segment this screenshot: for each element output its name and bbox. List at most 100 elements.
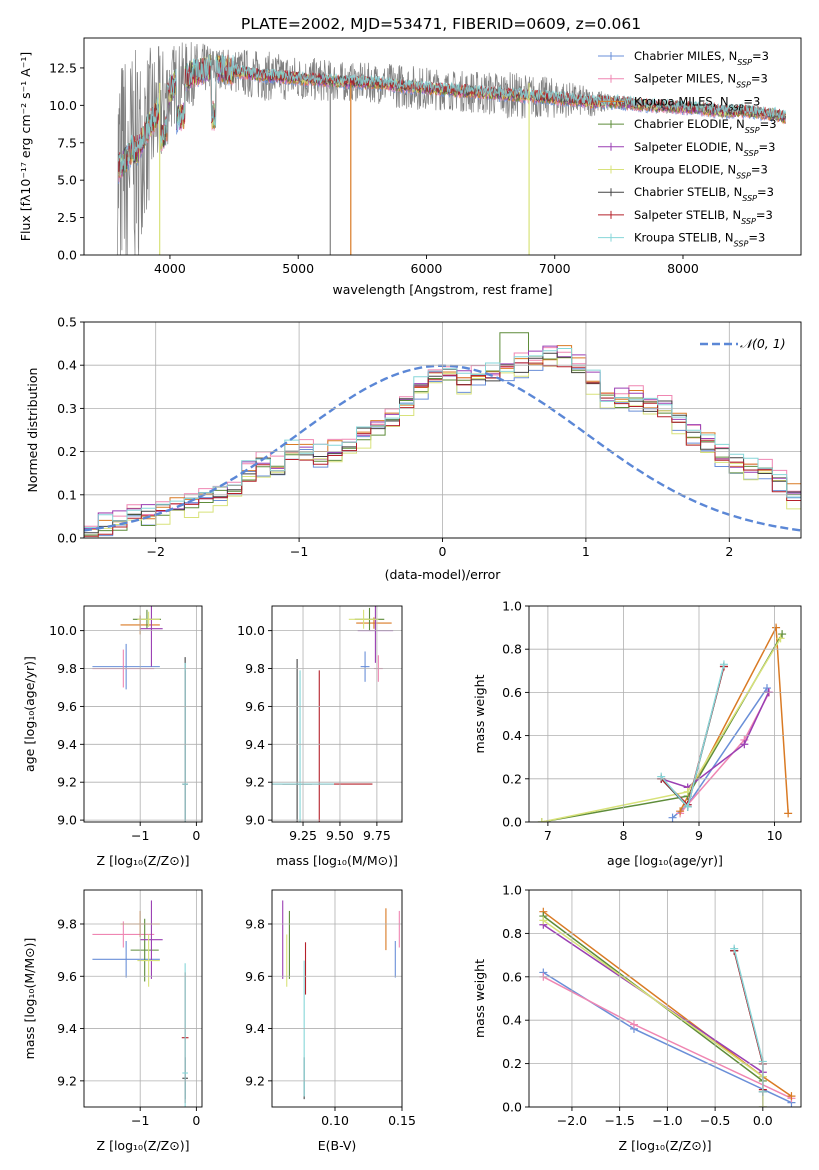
x-tick-label: 5000 xyxy=(282,261,314,276)
axes-frame xyxy=(528,889,802,1108)
errorbar-kroupa-stelib xyxy=(182,963,188,1107)
x-tick-label: 1 xyxy=(582,544,590,559)
y-tick-label: 7.5 xyxy=(57,135,77,150)
y-tick-label: 9.4 xyxy=(245,737,265,752)
x-axis-label: E(B-V) xyxy=(318,1138,357,1153)
weight-line xyxy=(541,633,783,822)
y-axis-label: Flux [fλ10⁻¹⁷ erg cm⁻² s⁻¹ A⁻¹] xyxy=(18,52,33,241)
y-tick-label: 1.0 xyxy=(502,883,522,898)
errorbar-salpeter-miles xyxy=(92,921,155,948)
y-tick-label: 9.2 xyxy=(57,1073,77,1088)
x-tick-label: −1.0 xyxy=(652,1113,682,1128)
y-tick-label: 10.0 xyxy=(49,623,77,638)
chart-mass_vs_Z: −1 0 9.2 9.4 9.6 9.8 Z [log₁₀(Z/Z⊙)] mass [log₁… xyxy=(22,889,203,1153)
x-tick-label: 0.0 xyxy=(753,1113,773,1128)
weight-marker xyxy=(537,818,546,822)
y-tick-label: 9.6 xyxy=(57,969,77,984)
y-tick-label: 0.0 xyxy=(502,815,522,830)
weight-marker xyxy=(787,1092,796,1101)
x-tick-label: 0 xyxy=(192,1113,200,1128)
y-tick-label: 9.4 xyxy=(57,737,77,752)
y-tick-label: 9.2 xyxy=(245,775,265,790)
x-axis-label: Z [log₁₀(Z/Z⊙)] xyxy=(619,1138,712,1153)
errorbar-kroupa-elodie xyxy=(137,934,160,987)
y-tick-label: 0.2 xyxy=(502,771,522,786)
weight-marker xyxy=(657,772,666,781)
x-tick-label: −2 xyxy=(146,544,164,559)
y-axis-label: mass [log₁₀(M/M⊙)] xyxy=(22,938,37,1060)
chart-spectrum: 4000 5000 6000 7000 8000 0.0 2.5 5.0 7.5 10.0 12.5… xyxy=(18,37,802,297)
x-tick-label: 0 xyxy=(192,828,200,843)
plot-area xyxy=(282,900,400,1100)
spectrum-legend: Chabrier MILES, NSSP=3 Salpeter MILES, NS… xyxy=(598,49,777,248)
y-tick-label: 9.8 xyxy=(245,661,265,676)
x-axis-label: Z [log₁₀(Z/Z⊙)] xyxy=(97,1138,190,1153)
errorbar-kroupa-elodie xyxy=(137,611,160,627)
y-tick-label: 9.4 xyxy=(57,1021,77,1036)
y-tick-label: 9.6 xyxy=(245,969,265,984)
y-tick-label: 0.4 xyxy=(57,358,77,373)
y-tick-label: 0.6 xyxy=(502,969,522,984)
x-tick-label: 2 xyxy=(725,544,733,559)
x-axis-label: Z [log₁₀(Z/Z⊙)] xyxy=(97,853,190,868)
x-tick-label: 0.15 xyxy=(388,1113,416,1128)
weight-marker xyxy=(683,802,692,811)
figure-title: PLATE=2002, MJD=53471, FIBERID=0609, z=0… xyxy=(241,15,641,33)
y-tick-label: 9.6 xyxy=(245,699,265,714)
x-tick-label: −0.5 xyxy=(700,1113,730,1128)
y-tick-label: 9.8 xyxy=(245,916,265,931)
weight-marker xyxy=(668,813,677,822)
errorbar-chabrier-miles xyxy=(92,643,160,690)
x-tick-label: −1.5 xyxy=(604,1113,634,1128)
weight-line xyxy=(542,919,764,1107)
x-tick-label: 6000 xyxy=(411,261,443,276)
y-tick-label: 9.2 xyxy=(57,775,77,790)
weight-marker xyxy=(676,807,685,816)
plot-area xyxy=(92,900,189,1107)
x-tick-label: 0.10 xyxy=(321,1113,349,1128)
y-tick-label: 0.8 xyxy=(502,642,522,657)
x-axis-label: mass [log₁₀(M/M⊙)] xyxy=(276,853,398,868)
x-tick-label: 0 xyxy=(439,544,447,559)
errorbar-salpeter-elodie xyxy=(140,900,163,979)
errorbar-kroupa-elodie xyxy=(348,609,379,629)
y-tick-label: 9.4 xyxy=(245,1021,265,1036)
x-tick-label: 9.75 xyxy=(363,828,391,843)
y-tick-label: 10.0 xyxy=(49,98,77,113)
y-tick-label: 12.5 xyxy=(49,60,77,75)
legend-label-salpeter-elodie: Salpeter ELODIE, NSSP=3 xyxy=(634,140,775,158)
axes-frame xyxy=(271,605,403,823)
x-tick-label: 8 xyxy=(619,828,627,843)
x-tick-label: 9.50 xyxy=(326,828,354,843)
y-tick-label: 9.0 xyxy=(245,813,265,828)
chart-weight_vs_Z: −2.0 −1.5 −1.0 −0.5 0.0 0.0 0.2 0.4 0.6 0.8 1.0 Z [… xyxy=(472,883,802,1153)
weight-line xyxy=(679,624,789,814)
errorbar-kroupa-stelib xyxy=(272,670,335,822)
y-tick-label: 10.0 xyxy=(237,623,265,638)
weight-marker xyxy=(719,660,728,669)
y-tick-label: 0.2 xyxy=(502,1056,522,1071)
errorbar-salpeter-elodie xyxy=(140,606,163,667)
weight-series-kroupa-miles xyxy=(676,623,793,818)
weight-line xyxy=(660,692,770,789)
weight-marker xyxy=(772,623,781,632)
weight-series-chabrier-stelib xyxy=(730,946,767,1096)
legend-label-salpeter-miles: Salpeter MILES, NSSP=3 xyxy=(634,72,768,90)
weight-line xyxy=(541,638,782,822)
chart-age_vs_Z: −1 0 9.0 9.2 9.4 9.6 9.8 10.0 Z [log₁₀(Z/Z⊙)] age… xyxy=(22,605,203,868)
legend-label-kroupa-miles: Kroupa MILES, NSSP=3 xyxy=(634,94,760,112)
x-tick-label: −1 xyxy=(290,544,308,559)
weight-series-kroupa-stelib xyxy=(657,660,728,811)
x-tick-label: 7 xyxy=(544,828,552,843)
y-tick-label: 2.5 xyxy=(57,210,77,225)
legend-label-chabrier-stelib: Chabrier STELIB, NSSP=3 xyxy=(634,185,774,203)
weight-marker xyxy=(763,684,771,693)
y-tick-label: 0.3 xyxy=(57,401,77,416)
y-tick-label: 0.0 xyxy=(57,531,77,546)
x-tick-label: 8000 xyxy=(667,261,699,276)
weight-marker xyxy=(539,916,548,925)
weight-marker xyxy=(784,809,793,818)
chart-residual_hist: −2 −1 0 1 2 0.0 0.1 0.2 0.3 0.4 0.5 (data-model)/er… xyxy=(25,315,802,582)
axes-frame xyxy=(271,889,403,1108)
